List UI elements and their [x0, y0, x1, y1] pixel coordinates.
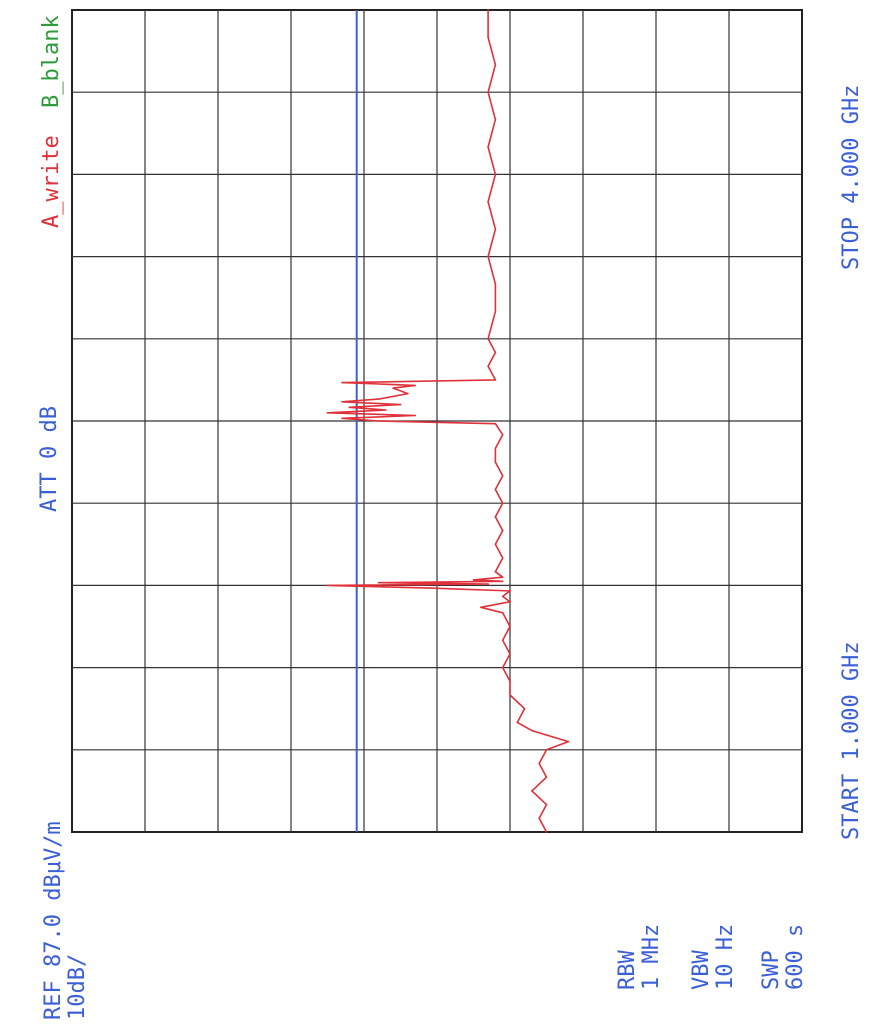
trace-point	[501, 639, 504, 641]
trace-point	[494, 447, 497, 450]
vbw-label: VBW	[689, 950, 714, 990]
swp-label: SWP	[759, 950, 784, 990]
trace-point	[494, 422, 497, 425]
trace-point	[392, 387, 395, 389]
trace-point	[494, 570, 497, 573]
trace-point	[494, 173, 497, 176]
trace-point	[494, 488, 497, 491]
trace-point	[341, 381, 343, 384]
series-trace-a	[326, 10, 570, 833]
trace-point	[348, 406, 351, 409]
trace-point	[487, 255, 489, 258]
rbw-label: RBW	[615, 950, 640, 990]
stop-label: STOP 4.000 GHz	[839, 85, 864, 270]
trace-point	[494, 283, 497, 285]
trace-point	[494, 310, 497, 313]
trace-point	[494, 543, 497, 546]
trace-point	[487, 36, 489, 39]
trace-point	[341, 417, 343, 420]
trace-point	[501, 557, 504, 559]
trace-point	[509, 694, 511, 696]
trace-point	[501, 580, 504, 583]
vbw-value: 10 Hz	[713, 924, 738, 990]
swp-value: 600 s	[783, 924, 808, 990]
trace-point	[531, 790, 533, 792]
trace-point	[523, 707, 526, 710]
trace-point	[509, 653, 511, 655]
trace-b-label: B_blank	[39, 15, 64, 108]
trace-point	[377, 420, 380, 422]
trace-point	[480, 606, 482, 609]
trace-point	[509, 625, 511, 628]
trace-point	[494, 379, 497, 381]
trace-point	[545, 831, 548, 833]
trace-point	[567, 740, 570, 743]
trace-point	[487, 91, 489, 93]
trace-point	[494, 461, 497, 463]
trace-point	[414, 384, 416, 387]
trace-point	[494, 64, 497, 66]
trace-point	[414, 414, 416, 417]
trace-point	[487, 9, 489, 11]
trace-point	[494, 118, 497, 121]
trace-point	[538, 762, 540, 765]
trace-point	[501, 475, 504, 477]
trace-point	[494, 516, 497, 518]
trace-point	[399, 403, 402, 406]
trace-point	[487, 365, 489, 368]
trace-point	[487, 201, 489, 203]
trace-point	[326, 584, 329, 587]
trace-point	[487, 338, 489, 340]
trace-point	[501, 666, 504, 669]
trace-point	[538, 817, 540, 820]
trace-point	[509, 590, 511, 592]
trace-point	[377, 581, 380, 584]
trace-point	[494, 351, 497, 354]
trace-point	[509, 601, 511, 603]
rbw-value: 1 MHz	[639, 924, 664, 990]
trace-point	[487, 146, 489, 148]
trace-point	[545, 803, 548, 806]
trace-point	[545, 776, 548, 778]
scale-label: 10dB/	[65, 954, 90, 1020]
trace-point	[509, 680, 511, 683]
atten-label: ATT 0 dB	[37, 406, 62, 512]
trace-point	[407, 392, 409, 395]
trace-point	[501, 433, 504, 436]
trace-point	[428, 587, 431, 589]
trace-point	[326, 412, 329, 414]
trace-point	[545, 749, 548, 751]
trace-point	[494, 228, 497, 230]
trace-point	[341, 401, 343, 403]
trace-point	[385, 409, 387, 411]
ref-label: REF 87.0 dBμV/m	[41, 821, 66, 1020]
trace-point	[501, 576, 504, 578]
trace-point	[531, 729, 533, 732]
start-label: START 1.000 GHz	[839, 641, 864, 840]
trace-a-label: A_write	[39, 135, 64, 228]
trace-point	[487, 583, 489, 585]
trace-point	[501, 502, 504, 505]
trace-point	[501, 529, 504, 532]
trace-points	[326, 9, 570, 833]
trace-point	[501, 595, 504, 598]
grid-lines	[72, 10, 802, 832]
trace-point	[377, 398, 380, 400]
trace-point	[472, 579, 475, 581]
trace-point	[501, 612, 504, 614]
trace-point	[516, 721, 519, 724]
